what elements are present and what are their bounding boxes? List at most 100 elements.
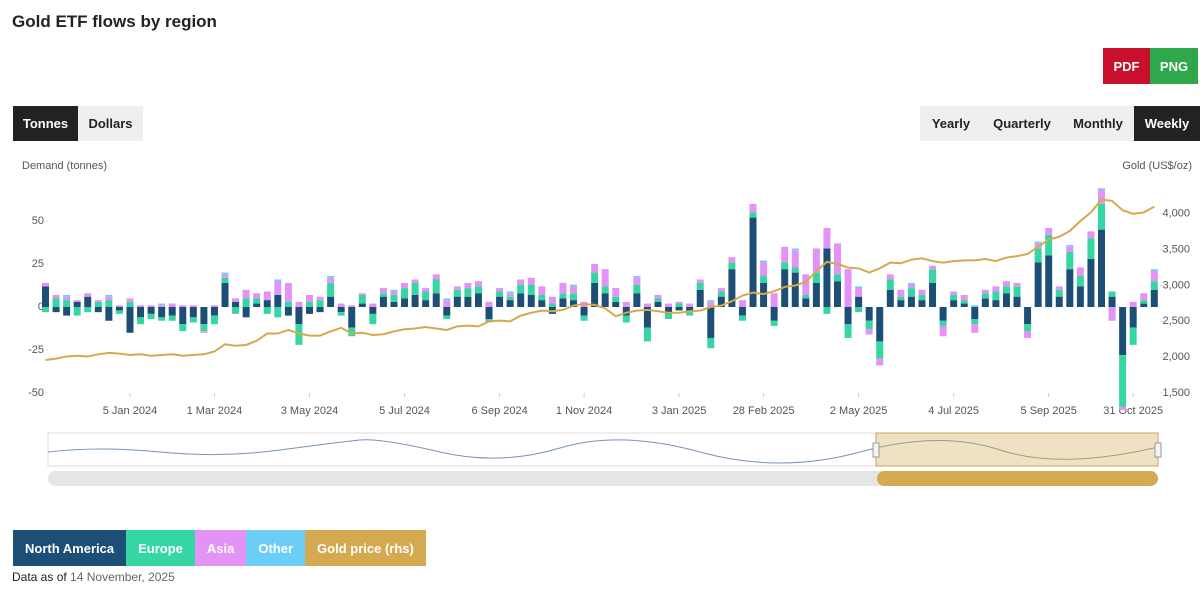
bar-segment	[496, 296, 504, 307]
bar-segment	[823, 307, 831, 314]
bar-segment	[654, 294, 662, 299]
bar-segment	[1150, 289, 1158, 307]
bar-segment	[654, 301, 662, 307]
bar-segment	[1140, 293, 1148, 301]
bar-segment	[126, 307, 134, 333]
bar-segment	[886, 274, 894, 280]
bar-segment	[897, 300, 905, 307]
bar-segment	[601, 286, 609, 294]
y-axis-title: Demand (tonnes)	[22, 160, 107, 172]
bar-segment	[189, 307, 197, 318]
bar-segment	[422, 288, 430, 292]
bar-segment	[855, 296, 863, 307]
bar-segment	[327, 282, 335, 297]
navigator-handle[interactable]	[1154, 442, 1162, 458]
bar-segment	[432, 274, 440, 280]
period-button[interactable]: Yearly	[920, 106, 982, 141]
bar-segment	[1045, 255, 1053, 307]
bar-segment	[548, 303, 556, 307]
bar-segment	[63, 300, 71, 307]
export-pdf[interactable]: PDF	[1103, 48, 1150, 84]
bar-segment	[168, 303, 176, 307]
bar-segment	[1129, 327, 1137, 345]
bar-segment	[401, 298, 409, 307]
bar-segment	[844, 307, 852, 325]
bar-segment	[158, 317, 166, 321]
bar-segment	[1002, 293, 1010, 307]
bar-segment	[73, 300, 81, 302]
bar-segment	[1034, 248, 1042, 263]
bar-segment	[1066, 245, 1074, 247]
bar-segment	[665, 313, 673, 320]
bar-segment	[432, 293, 440, 307]
bar-segment	[506, 293, 514, 297]
legend-item[interactable]: Gold price (rhs)	[305, 530, 426, 566]
bar-segment	[823, 227, 831, 249]
period-button[interactable]: Quarterly	[982, 106, 1062, 141]
bar-segment	[907, 284, 915, 289]
bar-segment	[791, 248, 799, 251]
bar-segment	[612, 288, 620, 297]
legend-item[interactable]: Asia	[194, 530, 247, 566]
bar-segment	[1150, 269, 1158, 271]
bar-segment	[390, 301, 398, 307]
bar-segment	[189, 305, 197, 307]
bar-segment	[295, 307, 303, 325]
period-button[interactable]: Monthly	[1062, 106, 1134, 141]
legend-item[interactable]: North America	[13, 530, 127, 566]
bar-segment	[802, 294, 810, 299]
bar-segment	[675, 307, 683, 311]
bar-segment	[327, 276, 335, 278]
bar-segment	[960, 303, 968, 307]
bar-segment	[506, 300, 514, 307]
bar-segment	[918, 300, 926, 307]
bar-segment	[802, 274, 810, 295]
bar-segment	[1002, 286, 1010, 294]
gold-price-line	[45, 198, 1155, 362]
bar-segment	[443, 300, 451, 307]
bar-segment	[306, 301, 313, 307]
bar-segment	[496, 288, 504, 292]
bar-segment	[865, 320, 873, 330]
bar-segment	[527, 284, 535, 295]
bar-segment	[1119, 307, 1127, 356]
bar-segment	[401, 288, 409, 299]
bar-segment	[802, 298, 810, 307]
legend-item[interactable]: Other	[246, 530, 306, 566]
x-tick-label: 5 Jul 2024	[379, 405, 430, 417]
bar-segment	[137, 317, 145, 325]
bar-segment	[63, 307, 71, 316]
navigator-handle[interactable]	[872, 442, 880, 458]
bar-segment	[1055, 296, 1063, 307]
bar-segment	[284, 301, 292, 307]
period-button[interactable]: Weekly	[1134, 106, 1200, 141]
x-tick-label: 5 Jan 2024	[103, 405, 157, 417]
export-png[interactable]: PNG	[1150, 48, 1198, 84]
x-tick-label: 3 May 2024	[281, 405, 338, 417]
bar-segment	[622, 301, 630, 307]
bar-segment	[1024, 324, 1032, 332]
bar-segment	[812, 282, 820, 307]
bar-segment	[316, 296, 324, 301]
navigator-selection[interactable]	[875, 432, 1159, 467]
legend-item[interactable]: Europe	[126, 530, 195, 566]
bar-segment	[179, 307, 187, 325]
bar-segment	[1119, 406, 1127, 411]
bar-segment	[358, 303, 366, 307]
bar-segment	[84, 293, 92, 297]
bar-segment	[274, 294, 282, 307]
y-tick-label: -50	[28, 387, 44, 399]
bar-segment	[1013, 282, 1021, 287]
bar-segment	[464, 282, 472, 289]
bar-segment	[1129, 301, 1137, 307]
bar-segment	[411, 282, 419, 295]
bar-segment	[527, 277, 535, 285]
unit-button[interactable]: Tonnes	[13, 106, 78, 141]
bar-segment	[42, 286, 49, 307]
unit-button[interactable]: Dollars	[78, 106, 143, 141]
bar-segment	[781, 262, 789, 270]
bar-segment	[538, 286, 546, 295]
bar-segment	[200, 324, 208, 332]
scrollbar-thumb[interactable]	[877, 471, 1158, 486]
